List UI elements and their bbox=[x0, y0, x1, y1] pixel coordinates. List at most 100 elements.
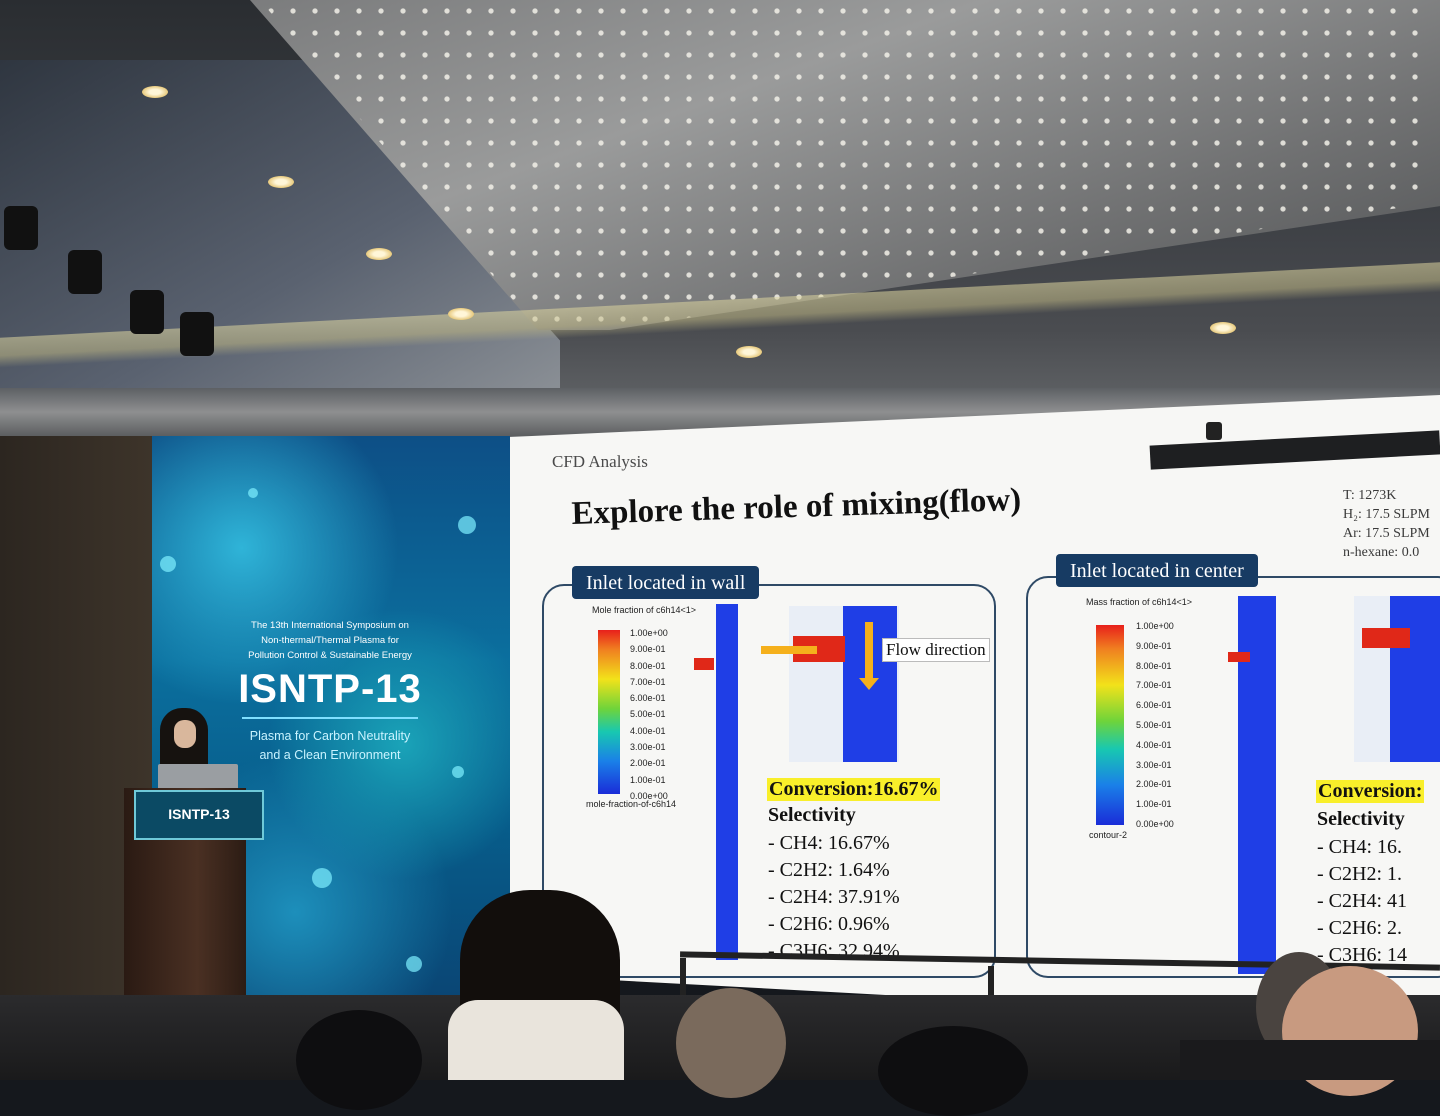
colorbar-tick: 3.00e-01 bbox=[630, 742, 666, 753]
colorbar-tick: 7.00e-01 bbox=[630, 676, 666, 687]
right-zoom-contour bbox=[1390, 596, 1440, 762]
left-conversion: Conversion:16.67% bbox=[767, 778, 941, 801]
right-colorbar-ticks: 1.00e+00 9.00e-01 8.00e-01 7.00e-01 6.00… bbox=[1136, 617, 1174, 835]
downlight bbox=[736, 346, 762, 358]
stage-rail-post bbox=[680, 958, 686, 1018]
left-inlet-plume bbox=[694, 658, 714, 670]
right-panel-tag: Inlet located in center bbox=[1056, 554, 1258, 587]
colorbar-tick: 6.00e-01 bbox=[630, 693, 666, 704]
right-selectivity-list: - CH4: 16. - C2H2: 1. - C2H4: 41 - C2H6:… bbox=[1317, 834, 1407, 969]
selectivity-item: - C2H4: 37.91% bbox=[768, 886, 900, 908]
colorbar-tick: 0.00e+00 bbox=[630, 790, 668, 801]
right-conversion: Conversion: bbox=[1316, 780, 1425, 803]
bokeh-light bbox=[406, 956, 422, 972]
podium-sign-text: ISNTP-13 bbox=[168, 806, 230, 822]
colorbar-tick: 1.00e-01 bbox=[630, 774, 666, 785]
audience-member-shirt bbox=[1180, 1040, 1440, 1080]
right-zoom-plume bbox=[1362, 628, 1410, 648]
projector-mount bbox=[1206, 422, 1222, 440]
bokeh-light bbox=[312, 868, 332, 888]
selectivity-item: - CH4: 16. bbox=[1317, 836, 1402, 858]
selectivity-item: - C2H6: 2. bbox=[1317, 917, 1402, 939]
colorbar-tick: 7.00e-01 bbox=[1136, 680, 1172, 691]
event-intro: The 13th International Symposium on Non-… bbox=[230, 618, 430, 663]
colorbar-tick: 9.00e-01 bbox=[630, 644, 666, 655]
slide-section: CFD Analysis bbox=[552, 452, 648, 471]
colorbar-tick: 8.00e-01 bbox=[630, 660, 666, 671]
colorbar-tick: 6.00e-01 bbox=[1136, 700, 1172, 711]
colorbar-tick: 1.00e-01 bbox=[1136, 799, 1172, 810]
stage-spotlight bbox=[68, 250, 102, 294]
left-selectivity-label: Selectivity bbox=[768, 804, 856, 826]
event-intro-line: The 13th International Symposium on bbox=[251, 620, 409, 631]
bokeh-light bbox=[160, 556, 176, 572]
downlight bbox=[366, 248, 392, 260]
left-reactor-contour bbox=[716, 604, 738, 960]
left-colorbar-title: Mole fraction of c6h14<1> bbox=[592, 605, 697, 615]
event-tagline-line: and a Clean Environment bbox=[259, 748, 401, 762]
event-name: ISNTP-13 bbox=[238, 667, 422, 711]
param-line: H₂: 17.5 SLPM bbox=[1343, 507, 1430, 522]
stage-spotlight bbox=[4, 206, 38, 250]
colorbar-tick: 9.00e-01 bbox=[1136, 640, 1172, 651]
slide-params: T: 1273K H₂: 17.5 SLPM Ar: 17.5 SLPM n-h… bbox=[1343, 486, 1430, 562]
selectivity-item: - C2H4: 41 bbox=[1317, 890, 1407, 912]
stage-rail-post bbox=[988, 966, 994, 1022]
colorbar-tick: 4.00e-01 bbox=[1136, 739, 1172, 750]
flow-arrow-icon bbox=[865, 622, 873, 680]
right-selectivity-label: Selectivity bbox=[1317, 808, 1405, 830]
event-intro-line: Non-thermal/Thermal Plasma for bbox=[261, 635, 399, 646]
bokeh-light bbox=[458, 516, 476, 534]
param-line: T: 1273K bbox=[1343, 488, 1397, 503]
stage-spotlight bbox=[130, 290, 164, 334]
downlight bbox=[1210, 322, 1236, 334]
selectivity-item: - C3H6: 32.94% bbox=[768, 940, 900, 962]
right-zoom-inset bbox=[1354, 596, 1440, 762]
left-panel-tag: Inlet located in wall bbox=[572, 566, 760, 599]
colorbar-tick: 8.00e-01 bbox=[1136, 660, 1172, 671]
event-intro-line: Pollution Control & Sustainable Energy bbox=[248, 650, 412, 661]
audience-seat bbox=[878, 1026, 1028, 1116]
left-colorbar-footer: mole-fraction-of-c6h14 bbox=[586, 799, 677, 809]
colorbar-tick: 0.00e+00 bbox=[1136, 818, 1174, 829]
colorbar-tick: 5.00e-01 bbox=[1136, 719, 1172, 730]
param-line: Ar: 17.5 SLPM bbox=[1343, 526, 1430, 541]
audience-seat bbox=[296, 1010, 422, 1110]
audience-member bbox=[676, 988, 786, 1098]
laptop bbox=[158, 764, 238, 792]
left-panel-box bbox=[542, 584, 996, 978]
right-colorbar-title: Mass fraction of c6h14<1> bbox=[1086, 597, 1193, 607]
right-colorbar-footer: contour-2 bbox=[1089, 830, 1128, 840]
flow-direction-label: Flow direction bbox=[882, 638, 990, 662]
podium-sign: ISNTP-13 bbox=[134, 790, 264, 840]
downlight bbox=[268, 176, 294, 188]
colorbar-tick: 1.00e+00 bbox=[1136, 621, 1174, 631]
ceiling bbox=[0, 0, 1440, 440]
selectivity-item: - C2H2: 1.64% bbox=[768, 859, 890, 881]
event-display: The 13th International Symposium on Non-… bbox=[230, 618, 430, 765]
selectivity-item: - C3H6: 14 bbox=[1317, 944, 1407, 966]
left-colorbar-ticks: 1.00e+00 9.00e-01 8.00e-01 7.00e-01 6.00… bbox=[630, 625, 668, 804]
event-tagline-line: Plasma for Carbon Neutrality bbox=[249, 729, 411, 743]
projection-screen bbox=[510, 395, 1440, 1025]
event-tagline: Plasma for Carbon Neutrality and a Clean… bbox=[230, 727, 430, 765]
bokeh-light bbox=[452, 766, 464, 778]
colorbar-tick: 5.00e-01 bbox=[630, 709, 666, 720]
left-colorbar bbox=[598, 630, 620, 794]
downlight bbox=[448, 308, 474, 320]
right-inlet-plume bbox=[1228, 652, 1250, 662]
downlight bbox=[142, 86, 168, 98]
right-colorbar bbox=[1096, 625, 1124, 825]
colorbar-tick: 2.00e-01 bbox=[630, 758, 666, 769]
audience-member-shirt bbox=[448, 1000, 624, 1080]
flow-arrowhead-icon bbox=[859, 678, 879, 690]
left-selectivity-list: - CH4: 16.67% - C2H2: 1.64% - C2H4: 37.9… bbox=[768, 830, 900, 965]
colorbar-tick: 4.00e-01 bbox=[630, 725, 666, 736]
left-zoom-inset bbox=[761, 606, 899, 762]
selectivity-item: - CH4: 16.67% bbox=[768, 832, 890, 854]
speaker-face bbox=[174, 720, 196, 748]
selectivity-item: - C2H2: 1. bbox=[1317, 863, 1402, 885]
colorbar-tick: 2.00e-01 bbox=[1136, 779, 1172, 790]
event-divider bbox=[242, 717, 418, 719]
selectivity-item: - C2H6: 0.96% bbox=[768, 913, 890, 935]
